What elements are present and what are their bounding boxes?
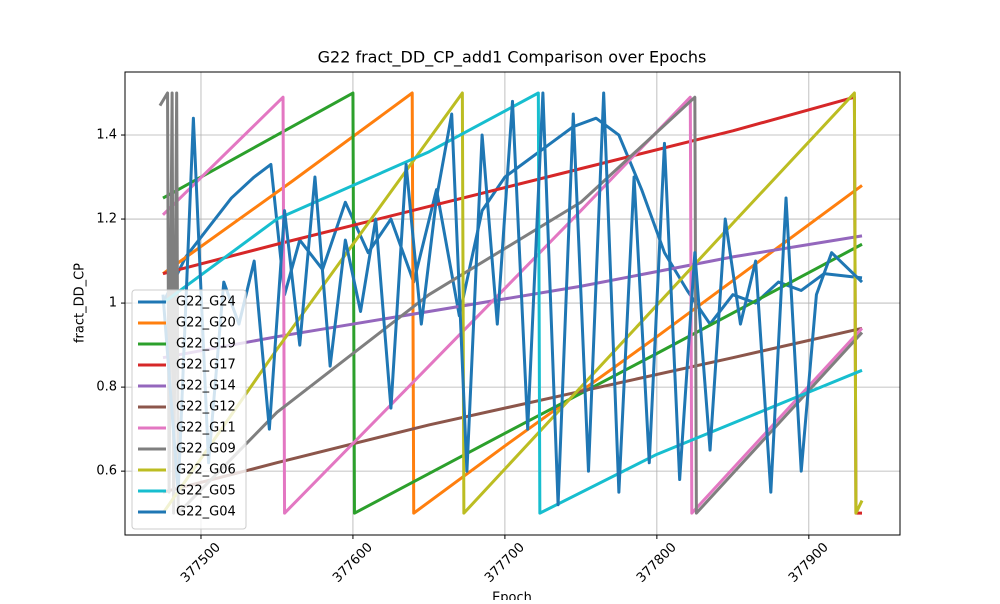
legend-label: G22_G20 bbox=[176, 316, 236, 331]
chart-title: G22 fract_DD_CP_add1 Comparison over Epo… bbox=[318, 48, 707, 68]
legend-label: G22_G06 bbox=[176, 463, 236, 478]
series-line bbox=[161, 91, 864, 507]
legend-label: G22_G05 bbox=[176, 484, 236, 499]
x-tick-label: 377700 bbox=[482, 540, 528, 586]
x-tick-label: 377800 bbox=[634, 540, 680, 586]
series-line bbox=[162, 234, 863, 360]
legend-label: G22_G04 bbox=[176, 505, 236, 520]
plot-frame bbox=[124, 71, 901, 536]
y-axis-label: fract_DD_CP bbox=[73, 263, 88, 343]
y-tick-label: 0.8 bbox=[96, 380, 117, 395]
y-tick-label: 1.4 bbox=[96, 128, 117, 143]
x-axis-label: Epoch bbox=[492, 591, 532, 601]
x-tick-label: 377600 bbox=[330, 540, 376, 586]
legend-label: G22_G11 bbox=[176, 421, 236, 436]
legend-label: G22_G12 bbox=[176, 400, 236, 415]
series-line bbox=[162, 91, 863, 515]
x-tick-label: 377900 bbox=[786, 540, 832, 586]
series-line bbox=[162, 326, 863, 494]
legend-label: G22_G17 bbox=[176, 358, 236, 373]
series-line bbox=[161, 116, 863, 326]
y-tick-label: 0.6 bbox=[96, 464, 117, 479]
series-line bbox=[162, 91, 863, 515]
legend-label: G22_G19 bbox=[176, 337, 236, 352]
legend-label: G22_G14 bbox=[176, 379, 236, 394]
y-tick-label: 1.2 bbox=[96, 212, 117, 227]
series-line bbox=[161, 95, 864, 515]
legend-label: G22_G24 bbox=[176, 295, 236, 310]
legend-label: G22_G09 bbox=[176, 442, 236, 457]
x-tick-label: 377500 bbox=[178, 540, 224, 586]
series-line bbox=[162, 91, 863, 515]
y-tick-label: 1 bbox=[109, 296, 117, 311]
